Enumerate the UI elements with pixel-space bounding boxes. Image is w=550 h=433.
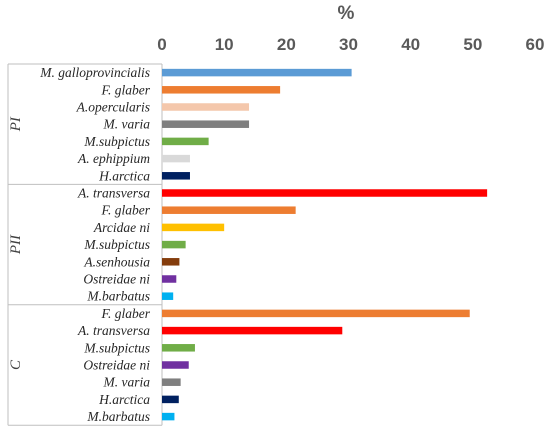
bar: [162, 206, 296, 214]
bar: [162, 103, 250, 111]
bars: [162, 68, 488, 421]
bar: [162, 309, 470, 318]
bar: [162, 223, 225, 232]
category-label: A. transversa: [77, 323, 150, 338]
category-label: A. transversa: [77, 186, 150, 201]
bar: [162, 378, 181, 386]
category-label: F. glaber: [100, 306, 150, 321]
bar: [162, 120, 250, 128]
x-tick-label: 40: [401, 35, 420, 54]
bar: [162, 275, 177, 283]
category-label: H.arctica: [98, 392, 150, 407]
category-label: Ostreidae ni: [83, 272, 150, 287]
category-label: F. glaber: [100, 203, 150, 218]
category-label: M.subpictus: [83, 134, 150, 149]
category-label: M.subpictus: [83, 340, 150, 355]
bar: [162, 189, 488, 197]
category-label: Arcidae ni: [93, 220, 150, 235]
bar: [162, 292, 174, 300]
category-label: M.barbatus: [86, 409, 150, 424]
bar: [162, 326, 343, 335]
group-label: PI: [8, 116, 24, 132]
x-tick-label: 0: [157, 35, 166, 54]
category-label: M.barbatus: [86, 289, 150, 304]
bar: [162, 258, 180, 266]
x-tick-label: 20: [277, 35, 296, 54]
bar: [162, 344, 195, 352]
category-label: M. galloprovincialis: [39, 65, 150, 80]
x-tick-label: 50: [463, 35, 482, 54]
category-label: A.senhousia: [83, 254, 150, 269]
x-axis-title: %: [338, 3, 355, 24]
bar: [162, 154, 190, 163]
bar: [162, 361, 189, 369]
bar: [162, 412, 175, 421]
category-labels: M. galloprovincialis F. glaber A.opercular…: [39, 65, 150, 424]
x-axis-ticks: 0 10 20 30 40 50 60: [157, 35, 544, 54]
bar: [162, 240, 186, 249]
category-label: H.arctica: [98, 168, 150, 183]
category-label: F. glaber: [100, 82, 150, 97]
group-label: PII: [8, 234, 24, 255]
bar: [162, 172, 190, 180]
bar: [162, 395, 179, 404]
category-label: Ostreidae ni: [83, 358, 150, 373]
x-tick-label: 30: [339, 35, 358, 54]
category-label: A. ephippium: [77, 151, 150, 166]
bar: [162, 68, 352, 77]
group-labels: PI PII C: [8, 116, 24, 370]
category-label: M. varia: [103, 117, 151, 132]
x-tick-label: 10: [215, 35, 234, 54]
group-label: C: [8, 359, 24, 370]
category-label: M.subpictus: [83, 237, 150, 252]
x-tick-label: 60: [526, 35, 545, 54]
category-label: M. varia: [103, 375, 151, 390]
bar: [162, 137, 209, 146]
category-label: A.opercularis: [76, 100, 150, 115]
bar: [162, 86, 281, 94]
